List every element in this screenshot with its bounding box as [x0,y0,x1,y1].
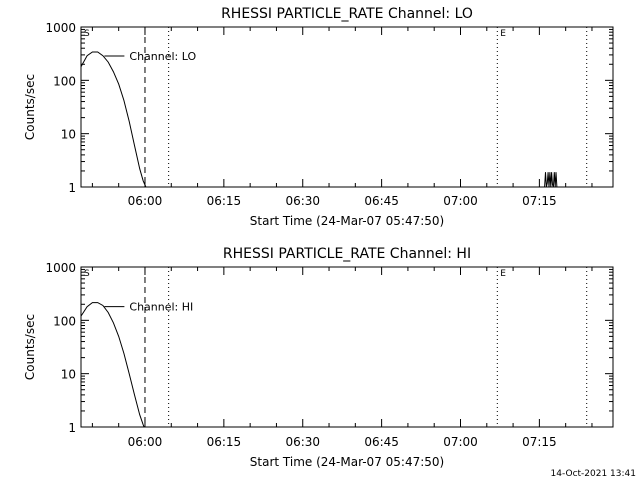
x-tick-label: 07:15 [522,194,557,208]
chart-panel-1: RHESSI PARTICLE_RATE Channel: HI 1 10 100 10… [23,246,614,469]
x-tick-label: 06:00 [128,194,163,208]
marker-label: S [84,29,90,39]
marker-label: S [84,269,90,279]
x-tick-label: 06:30 [285,194,320,208]
chart-panel-0: RHESSI PARTICLE_RATE Channel: LO 1 10 100 10… [23,6,614,228]
x-tick-label: 07:00 [443,194,478,208]
y-axis-label: Counts/sec [23,74,37,140]
x-axis-label: Start Time (24-Mar-07 05:47:50) [250,214,444,228]
x-tick-label: 06:00 [128,435,163,449]
x-tick-label: 07:15 [522,435,557,449]
y-tick-label: 1000 [45,261,76,275]
plot-frame [80,26,614,188]
series-label: Channel: HI [129,301,193,314]
plot-frame [80,266,614,428]
y-tick-label: 1 [68,421,76,435]
marker-label: E [500,29,506,39]
x-tick-label: 06:30 [285,435,320,449]
y-axis-label: Counts/sec [23,314,37,380]
y-tick-label: 1000 [45,21,76,35]
y-tick-label: 10 [61,128,76,142]
y-tick-label: 100 [53,74,76,88]
y-tick-label: 100 [53,314,76,328]
x-tick-label: 06:45 [364,435,399,449]
series-label: Channel: LO [129,50,196,63]
x-tick-label: 06:45 [364,194,399,208]
x-tick-label: 06:15 [207,435,242,449]
timestamp: 14-Oct-2021 13:41 [551,469,636,479]
x-tick-label: 06:15 [207,194,242,208]
y-tick-label: 10 [61,368,76,382]
y-tick-label: 1 [68,181,76,195]
data-line [544,172,558,188]
chart-title: RHESSI PARTICLE_RATE Channel: HI [223,246,471,262]
data-line [80,302,145,428]
marker-label: E [500,269,506,279]
x-axis-label: Start Time (24-Mar-07 05:47:50) [250,455,444,469]
chart-title: RHESSI PARTICLE_RATE Channel: LO [221,6,473,22]
x-tick-label: 07:00 [443,435,478,449]
data-line [80,51,147,188]
